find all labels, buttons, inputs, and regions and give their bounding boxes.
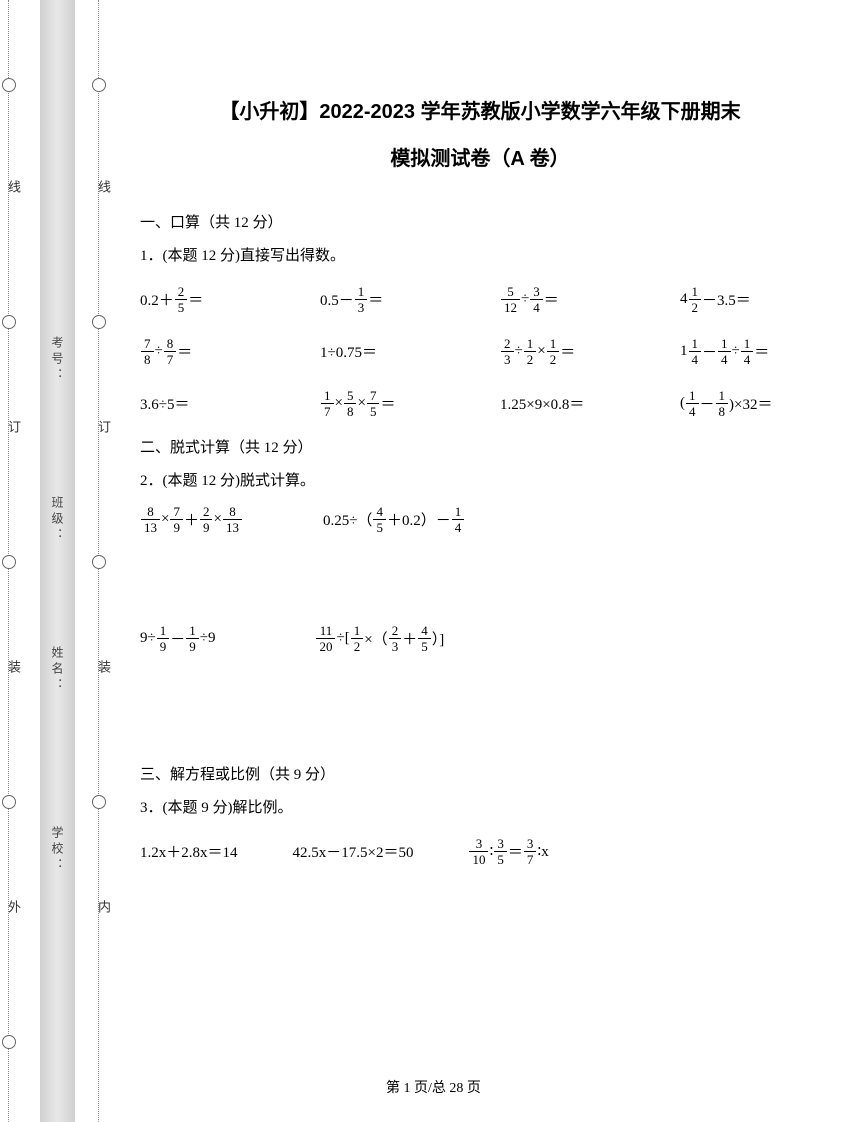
math-cell: 114－14÷14＝: [680, 337, 820, 366]
inner-label: 线: [94, 180, 113, 199]
exam-title-line1: 【小升初】2022-2023 学年苏教版小学数学六年级下册期末: [140, 95, 820, 124]
gray-field-label: 班级：: [40, 480, 75, 560]
math-cell: 1.25×9×0.8＝: [500, 393, 640, 414]
section1-header: 一、口算（共 12 分）: [140, 211, 820, 232]
equation-cell: 310∶35＝37∶x: [468, 837, 548, 866]
binding-circle: [92, 555, 106, 569]
gray-binding-bar: [40, 0, 75, 1122]
math-cell: 23÷12×12＝: [500, 337, 640, 366]
math-cell: 0.2＋25＝: [140, 285, 280, 314]
section3-header: 三、解方程或比例（共 9 分）: [140, 763, 820, 784]
question3-header: 3．(本题 9 分)解比例。: [140, 796, 820, 817]
math-cell: 0.5－13＝: [320, 285, 460, 314]
math-row: 0.2＋25＝ 0.5－13＝ 512÷34＝ 412－3.5＝: [140, 280, 820, 318]
binding-margin: 线 线 订 订 装 装 外 内 考号： 班级： 姓名： 学校：: [0, 0, 120, 1122]
math-cell: 512÷34＝: [500, 285, 640, 314]
question1-header: 1．(本题 12 分)直接写出得数。: [140, 244, 820, 265]
inner-label: 订: [94, 420, 113, 439]
outer-label: 装: [4, 660, 23, 679]
math-cell: 1÷0.75＝: [320, 341, 460, 362]
binding-circle: [2, 795, 16, 809]
expr-row-2: 9÷19－19÷9 1120÷[12×（23＋45）]: [140, 624, 820, 653]
binding-circle: [2, 555, 16, 569]
math-cell: 78÷87＝: [140, 337, 280, 366]
page-content: 【小升初】2022-2023 学年苏教版小学数学六年级下册期末 模拟测试卷（A …: [130, 0, 850, 1122]
math-cell: 17×58×75＝: [320, 389, 460, 418]
expression-cell: 813×79＋29×813: [140, 505, 243, 534]
question2-header: 2．(本题 12 分)脱式计算。: [140, 469, 820, 490]
expression-cell: 9÷19－19÷9: [140, 624, 215, 653]
equation-cell: 1.2x＋2.8x＝14: [140, 837, 238, 866]
inner-label: 内: [94, 900, 113, 919]
gray-field-label: 学校：: [40, 810, 75, 890]
gray-field-label: 考号：: [40, 320, 75, 400]
section2-header: 二、脱式计算（共 12 分）: [140, 436, 820, 457]
math-cell: (14－18)×32＝: [680, 389, 820, 418]
binding-circle: [92, 315, 106, 329]
binding-circle: [2, 315, 16, 329]
binding-circle: [92, 795, 106, 809]
outer-label: 外: [4, 900, 23, 919]
math-cell: 3.6÷5＝: [140, 393, 280, 414]
binding-circle: [92, 78, 106, 92]
equation-cell: 42.5x－17.5×2＝50: [293, 837, 414, 866]
exam-title-line2: 模拟测试卷（A 卷）: [140, 142, 820, 171]
mental-calc-block: 0.2＋25＝ 0.5－13＝ 512÷34＝ 412－3.5＝ 78÷87＝ 1÷0.7…: [140, 280, 820, 422]
inner-label: 装: [94, 660, 113, 679]
outer-label: 线: [4, 180, 23, 199]
page-footer: 第 1 页/总 28 页: [0, 1077, 867, 1097]
binding-circle: [2, 1035, 16, 1049]
expression-cell: 0.25÷（45＋0.2）－14: [323, 505, 465, 534]
expression-cell: 1120÷[12×（23＋45）]: [315, 624, 444, 653]
gray-field-label: 姓名：: [40, 630, 75, 710]
math-row: 78÷87＝ 1÷0.75＝ 23÷12×12＝ 114－14÷14＝: [140, 332, 820, 370]
outer-label: 订: [4, 420, 23, 439]
expr-row-1: 813×79＋29×813 0.25÷（45＋0.2）－14: [140, 505, 820, 534]
binding-circle: [2, 78, 16, 92]
math-row: 3.6÷5＝ 17×58×75＝ 1.25×9×0.8＝ (14－18)×32＝: [140, 384, 820, 422]
math-cell: 412－3.5＝: [680, 285, 820, 314]
equation-row: 1.2x＋2.8x＝14 42.5x－17.5×2＝50 310∶35＝37∶x: [140, 837, 820, 866]
